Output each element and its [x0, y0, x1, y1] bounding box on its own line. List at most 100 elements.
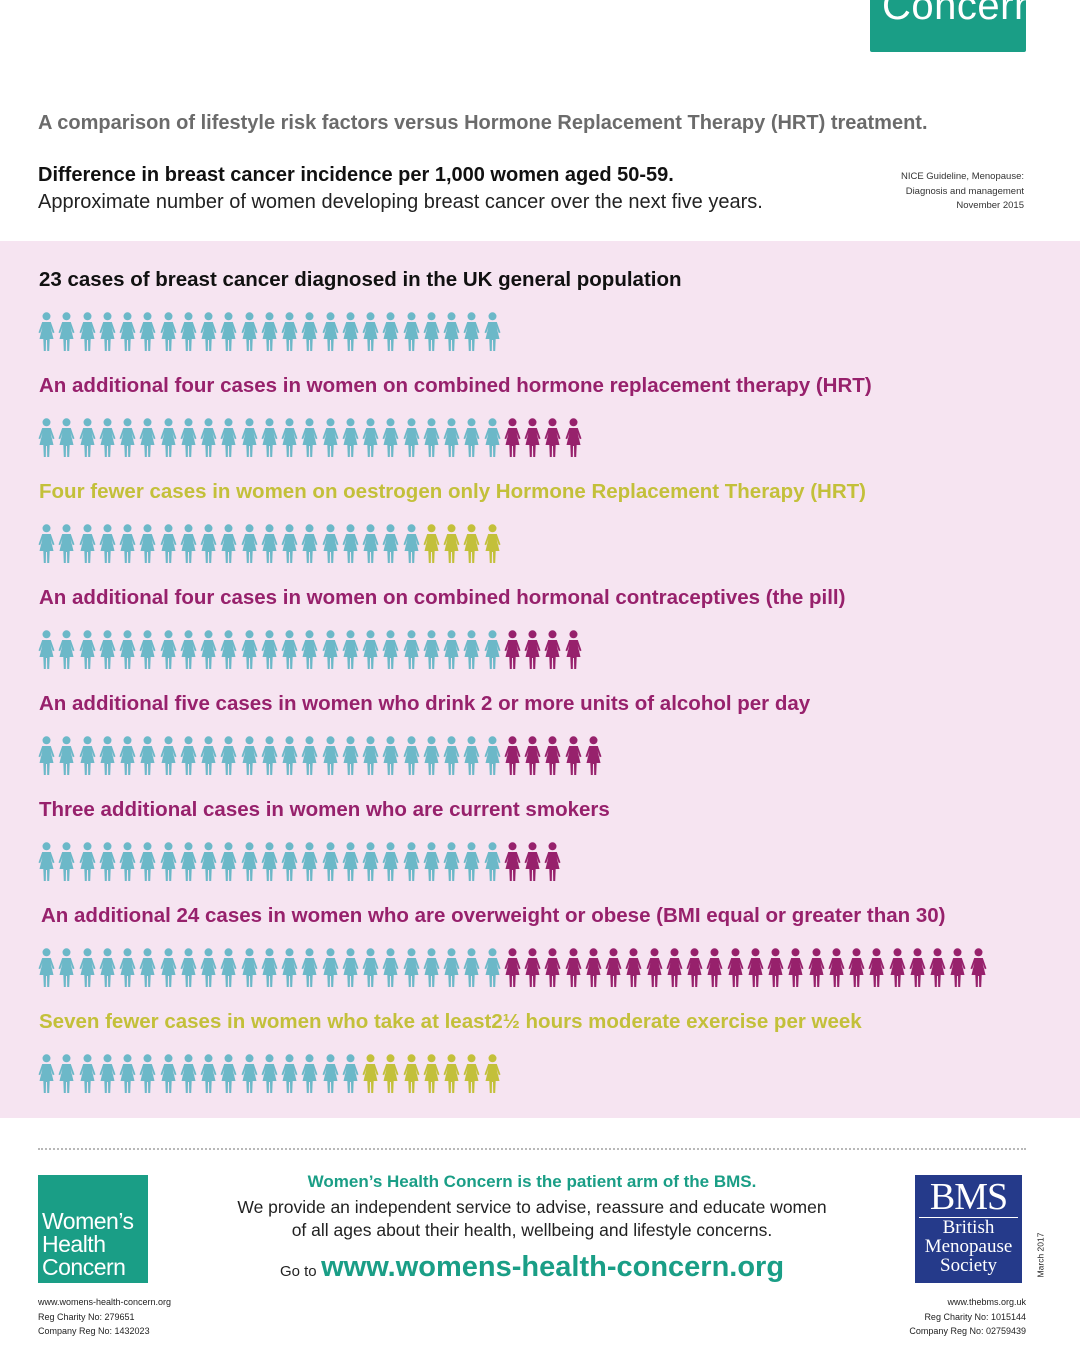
woman-icon-baseline: [99, 948, 116, 987]
woman-icon-baseline: [58, 312, 75, 351]
woman-icon-additional: [808, 948, 825, 987]
brand-logo-tab: Concern: [870, 0, 1026, 52]
woman-icon-additional: [504, 630, 521, 669]
woman-icon-baseline: [139, 948, 156, 987]
woman-icon-baseline: [281, 630, 298, 669]
woman-icon-baseline: [403, 418, 420, 457]
woman-icon-baseline: [139, 312, 156, 351]
woman-icon-baseline: [261, 948, 278, 987]
whc-logo-line-1: Women’s: [42, 1208, 134, 1234]
woman-icon-baseline: [99, 736, 116, 775]
woman-icon-additional: [524, 418, 541, 457]
woman-icon-additional: [646, 948, 663, 987]
whc-website[interactable]: www.womens-health-concern.org: [38, 1297, 172, 1307]
woman-icon-baseline: [301, 630, 318, 669]
woman-icon-baseline: [38, 736, 55, 775]
bms-logo-line-3: Society: [940, 1255, 997, 1276]
woman-icon-baseline: [79, 312, 96, 351]
woman-icon-baseline: [281, 948, 298, 987]
woman-icon-baseline: [322, 842, 339, 881]
woman-icon-fewer: [443, 1054, 460, 1093]
woman-icon-baseline: [301, 948, 318, 987]
woman-icon-additional: [565, 418, 582, 457]
footer-title: Women’s Health Concern is the patient ar…: [307, 1172, 757, 1191]
woman-icon-additional: [544, 630, 561, 669]
source-line-1: NICE Guideline, Menopause:: [900, 171, 1024, 182]
woman-icon-baseline: [160, 418, 177, 457]
woman-icon-baseline: [382, 524, 399, 563]
woman-icon-baseline: [281, 312, 298, 351]
woman-icon-baseline: [139, 418, 156, 457]
woman-icon-baseline: [423, 736, 440, 775]
woman-icon-baseline: [160, 524, 177, 563]
woman-icon-baseline: [180, 524, 197, 563]
woman-icon-baseline: [160, 948, 177, 987]
woman-icon-additional: [666, 948, 683, 987]
woman-icon-baseline: [261, 1054, 278, 1093]
woman-icon-baseline: [342, 948, 359, 987]
woman-icon-baseline: [403, 524, 420, 563]
woman-icon-baseline: [119, 1054, 136, 1093]
publication-date-text: March 2017: [1035, 1232, 1046, 1278]
woman-icon-baseline: [484, 418, 501, 457]
woman-icon-baseline: [423, 630, 440, 669]
woman-icon-baseline: [261, 842, 278, 881]
source-citation: NICE Guideline, Menopause: Diagnosis and…: [901, 170, 1024, 214]
woman-icon-baseline: [180, 630, 197, 669]
woman-icon-baseline: [484, 842, 501, 881]
woman-icon-baseline: [38, 630, 55, 669]
woman-icon-baseline: [139, 524, 156, 563]
main-heading: Difference in breast cancer incidence pe…: [38, 164, 674, 186]
main-subheading: Approximate number of women developing b…: [38, 191, 763, 213]
woman-icon-baseline: [443, 842, 460, 881]
woman-icon-baseline: [281, 736, 298, 775]
woman-icon-baseline: [200, 630, 217, 669]
bms-website[interactable]: www.thebms.org.uk: [947, 1297, 1026, 1307]
bms-charity-no: Reg Charity No: 1015144: [924, 1311, 1026, 1322]
website-link[interactable]: www.womens-health-concern.org: [321, 1251, 785, 1283]
woman-icon-baseline: [423, 418, 440, 457]
woman-icon-baseline: [342, 842, 359, 881]
woman-icon-baseline: [261, 312, 278, 351]
woman-icon-baseline: [443, 948, 460, 987]
footer-left-info: www.womens-health-concern.org Reg Charit…: [38, 1295, 171, 1339]
woman-icon-baseline: [281, 1054, 298, 1093]
woman-icon-baseline: [220, 312, 237, 351]
woman-icon-baseline: [463, 418, 480, 457]
woman-icon-baseline: [322, 630, 339, 669]
pictogram-row: [38, 418, 1028, 458]
woman-icon-baseline: [423, 948, 440, 987]
woman-icon-baseline: [322, 1054, 339, 1093]
woman-icon-additional: [524, 948, 541, 987]
woman-icon-baseline: [443, 736, 460, 775]
woman-icon-fewer: [443, 524, 460, 563]
woman-icon-additional: [848, 948, 865, 987]
woman-icon-baseline: [342, 630, 359, 669]
woman-icon-baseline: [38, 524, 55, 563]
woman-icon-baseline: [484, 312, 501, 351]
woman-icon-baseline: [241, 418, 258, 457]
woman-icon-additional: [524, 736, 541, 775]
pictogram-row: [38, 842, 1028, 882]
woman-icon-baseline: [180, 1054, 197, 1093]
woman-icon-baseline: [99, 842, 116, 881]
woman-icon-baseline: [58, 418, 75, 457]
woman-icon-baseline: [362, 418, 379, 457]
row-title: An additional four cases in women on com…: [39, 374, 872, 397]
woman-icon-baseline: [241, 1054, 258, 1093]
bms-logo-line-1: British: [942, 1217, 995, 1238]
woman-icon-baseline: [484, 948, 501, 987]
woman-icon-baseline: [119, 312, 136, 351]
woman-icon-baseline: [241, 524, 258, 563]
woman-icon-baseline: [301, 736, 318, 775]
woman-icon-baseline: [403, 842, 420, 881]
woman-icon-baseline: [38, 312, 55, 351]
woman-icon-baseline: [261, 524, 278, 563]
woman-icon-additional: [524, 630, 541, 669]
woman-icon-baseline: [362, 524, 379, 563]
woman-icon-fewer: [423, 1054, 440, 1093]
woman-icon-baseline: [58, 736, 75, 775]
pictogram-row: [38, 630, 1028, 670]
row-title: An additional 24 cases in women who are …: [41, 904, 946, 927]
pictogram-row: [38, 524, 1028, 564]
